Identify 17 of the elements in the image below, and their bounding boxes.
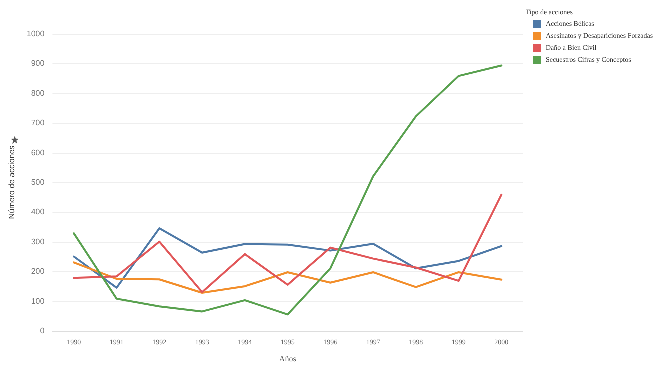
y-tick-label: 700: [31, 118, 46, 128]
x-axis-title: Años: [279, 354, 296, 364]
line-series: [73, 64, 503, 316]
y-axis-title: Número de acciones: [8, 146, 16, 220]
y-tick-label: 500: [31, 178, 46, 187]
y-tick-label: 800: [31, 88, 46, 98]
y-tick-label: 600: [31, 148, 46, 158]
y-tick-label: 900: [31, 59, 46, 68]
line-series: [73, 194, 503, 294]
y-tick-label: 400: [31, 208, 46, 217]
line-series: [73, 262, 503, 294]
y-tick-label: 200: [31, 267, 46, 276]
y-tick-label: 1000: [26, 30, 46, 38]
y-tick-label: 0: [40, 326, 46, 336]
y-tick-label: 100: [31, 296, 46, 306]
y-tick-label: 300: [31, 237, 46, 246]
line-series: [73, 228, 503, 289]
